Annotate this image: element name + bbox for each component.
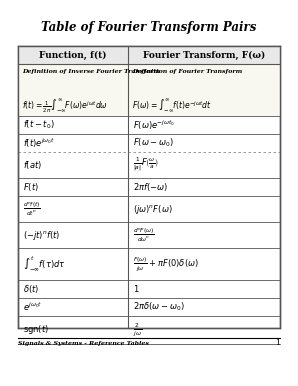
Text: $F(\omega)=\int_{-\infty}^{\infty}f(t)e^{-j\omega t}dt$: $F(\omega)=\int_{-\infty}^{\infty}f(t)e^… [132,98,212,115]
Text: Signals & Systems - Reference Tables: Signals & Systems - Reference Tables [18,340,149,345]
FancyBboxPatch shape [128,46,280,64]
Text: $2\pi f(-\omega)$: $2\pi f(-\omega)$ [133,181,168,193]
Text: $\int_{-\infty}^{t} f(\tau)d\tau$: $\int_{-\infty}^{t} f(\tau)d\tau$ [23,254,66,274]
Text: $(-jt)^n f(t)$: $(-jt)^n f(t)$ [23,229,60,242]
Text: $f(at)$: $f(at)$ [23,159,42,171]
Text: $\frac{1}{|a|}F\!\left(\frac{\omega}{a}\right)$: $\frac{1}{|a|}F\!\left(\frac{\omega}{a}\… [133,156,159,174]
Text: $2\pi\delta(\omega - \omega_0)$: $2\pi\delta(\omega - \omega_0)$ [133,301,185,313]
FancyBboxPatch shape [18,46,128,64]
Text: $F(\omega)e^{-j\omega t_0}$: $F(\omega)e^{-j\omega t_0}$ [133,118,175,132]
Text: Table of Fourier Transform Pairs: Table of Fourier Transform Pairs [41,22,257,34]
Text: Function, f(t): Function, f(t) [39,51,107,59]
FancyBboxPatch shape [18,64,128,116]
Text: Definition of Fourier Transform: Definition of Fourier Transform [132,68,242,73]
Text: $\delta(t)$: $\delta(t)$ [23,283,39,295]
Text: $\mathrm{sgn}(t)$: $\mathrm{sgn}(t)$ [23,323,49,337]
Text: $\frac{F(\omega)}{j\omega}+\pi F(0)\delta(\omega)$: $\frac{F(\omega)}{j\omega}+\pi F(0)\delt… [133,255,199,273]
Text: $\frac{2}{j\omega}$: $\frac{2}{j\omega}$ [133,322,142,339]
FancyBboxPatch shape [128,64,280,116]
Text: $F(\omega - \omega_0)$: $F(\omega - \omega_0)$ [133,137,174,149]
Text: $(j\omega)^n F(\omega)$: $(j\omega)^n F(\omega)$ [133,203,173,215]
Text: $\frac{d^n F(\omega)}{d\omega^n}$: $\frac{d^n F(\omega)}{d\omega^n}$ [133,227,155,244]
Text: $f(t)e^{j\omega_0 t}$: $f(t)e^{j\omega_0 t}$ [23,136,55,150]
Text: 1: 1 [275,339,280,347]
Text: Fourier Transform, F(ω): Fourier Transform, F(ω) [143,51,265,59]
Text: $f(t)=\frac{1}{2\pi}\int_{-\infty}^{\infty}F(\omega)e^{j\omega t}d\omega$: $f(t)=\frac{1}{2\pi}\int_{-\infty}^{\inf… [22,97,108,115]
Text: Definition of Inverse Fourier Transform: Definition of Inverse Fourier Transform [22,68,160,73]
Text: $\frac{d^n f(t)}{dt^n}$: $\frac{d^n f(t)}{dt^n}$ [23,200,41,218]
Text: $f(t-t_0)$: $f(t-t_0)$ [23,119,55,131]
Text: $F(t)$: $F(t)$ [23,181,39,193]
FancyBboxPatch shape [18,46,280,328]
Text: $e^{j\omega_0 t}$: $e^{j\omega_0 t}$ [23,301,42,313]
Text: $1$: $1$ [133,283,139,295]
